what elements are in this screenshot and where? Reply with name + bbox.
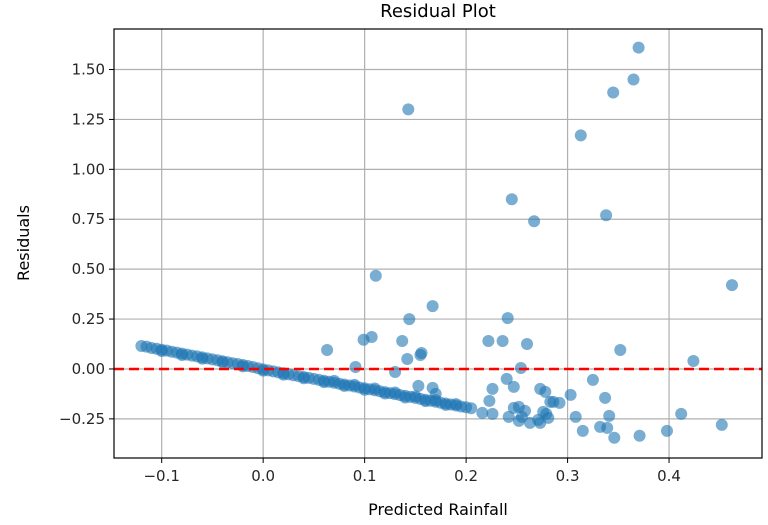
x-axis-ticks: −0.1 0.0 0.1 0.2 0.3 0.4	[143, 458, 681, 485]
y-tick-label: 0.00	[72, 360, 105, 378]
scatter-point	[483, 394, 496, 407]
scatter-point	[687, 355, 700, 367]
scatter-point	[349, 361, 362, 373]
scatter-point	[439, 398, 452, 411]
scatter-point	[505, 193, 518, 206]
scatter-point	[726, 279, 738, 292]
scatter-point	[401, 353, 414, 365]
scatter-point	[426, 300, 439, 313]
scatter-point	[257, 364, 270, 377]
y-axis-ticks: −0.25 0.00 0.25 0.50 0.75 1.00 1.25 1.50	[59, 61, 114, 428]
scatter-point	[236, 360, 249, 373]
scatter-point	[399, 391, 412, 404]
scatter-point	[348, 378, 361, 391]
scatter-point	[661, 424, 673, 437]
scatter-point	[500, 372, 513, 385]
scatter-point	[521, 338, 533, 350]
scatter-point	[321, 344, 334, 356]
x-tick-label: 0.3	[556, 467, 580, 485]
scatter-point	[486, 407, 499, 420]
scatter-point	[599, 391, 612, 404]
grid-lines	[114, 29, 762, 458]
scatter-point	[429, 387, 442, 400]
x-tick-label: 0.0	[251, 467, 275, 485]
x-axis-label: Predicted Rainfall	[368, 500, 508, 519]
y-tick-label: 1.50	[72, 61, 105, 79]
scatter-point	[603, 409, 616, 422]
scatter-point	[414, 349, 427, 361]
scatter-point	[176, 349, 188, 361]
y-tick-label: 0.75	[72, 210, 105, 228]
scatter-point	[368, 382, 381, 395]
scatter-point	[216, 356, 229, 369]
y-tick-label: 1.00	[72, 160, 105, 178]
y-axis-label: Residuals	[14, 205, 33, 281]
plot-frame	[113, 28, 763, 459]
scatter-point	[614, 344, 627, 356]
scatter-point	[547, 395, 560, 408]
scatter-point	[569, 410, 582, 423]
scatter-points	[135, 41, 738, 444]
scatter-point	[369, 269, 382, 282]
scatter-point	[277, 368, 290, 381]
scatter-point	[576, 424, 589, 437]
scatter-point	[358, 383, 371, 396]
scatter-point	[607, 86, 620, 99]
scatter-point	[482, 335, 495, 347]
scatter-point	[564, 388, 577, 401]
scatter-point	[365, 331, 378, 343]
scatter-point	[155, 345, 168, 357]
scatter-point	[476, 406, 489, 419]
scatter-point	[586, 373, 599, 386]
scatter-point	[496, 335, 509, 347]
scatter-point	[600, 209, 613, 222]
scatter-point	[633, 429, 646, 442]
scatter-point	[537, 405, 550, 418]
scatter-point	[632, 41, 645, 54]
x-tick-label: 0.2	[454, 467, 478, 485]
y-tick-label: 0.50	[72, 260, 105, 278]
scatter-point	[507, 380, 520, 393]
scatter-point	[389, 386, 402, 399]
scatter-point	[419, 395, 432, 408]
x-tick-label: 0.1	[353, 467, 377, 485]
scatter-point	[627, 73, 640, 86]
scatter-point	[608, 431, 621, 444]
chart-title: Residual Plot	[380, 1, 496, 22]
scatter-point	[396, 335, 409, 347]
scatter-point	[574, 129, 587, 142]
scatter-point	[450, 398, 462, 411]
scatter-point	[297, 372, 310, 385]
scatter-point	[502, 410, 515, 423]
x-tick-label: −0.1	[143, 467, 179, 485]
scatter-point	[328, 374, 341, 387]
y-tick-label: 1.25	[72, 110, 105, 128]
scatter-point	[486, 382, 499, 395]
scatter-point	[465, 402, 478, 415]
scatter-point	[403, 313, 416, 326]
scatter-point	[402, 103, 415, 116]
y-tick-label: 0.25	[72, 310, 105, 328]
scatter-point	[318, 376, 330, 389]
scatter-point	[539, 385, 552, 398]
scatter-point	[338, 379, 351, 392]
scatter-point	[378, 387, 391, 400]
scatter-point	[196, 352, 209, 365]
scatter-point	[528, 215, 541, 228]
scatter-point	[409, 390, 422, 403]
scatter-point	[501, 312, 514, 325]
scatter-point	[524, 416, 536, 429]
scatter-point	[412, 379, 425, 392]
y-tick-label: −0.25	[59, 410, 105, 428]
scatter-point	[675, 407, 688, 420]
x-tick-label: 0.4	[657, 467, 681, 485]
scatter-point	[715, 418, 728, 431]
scatter-point	[601, 421, 614, 434]
